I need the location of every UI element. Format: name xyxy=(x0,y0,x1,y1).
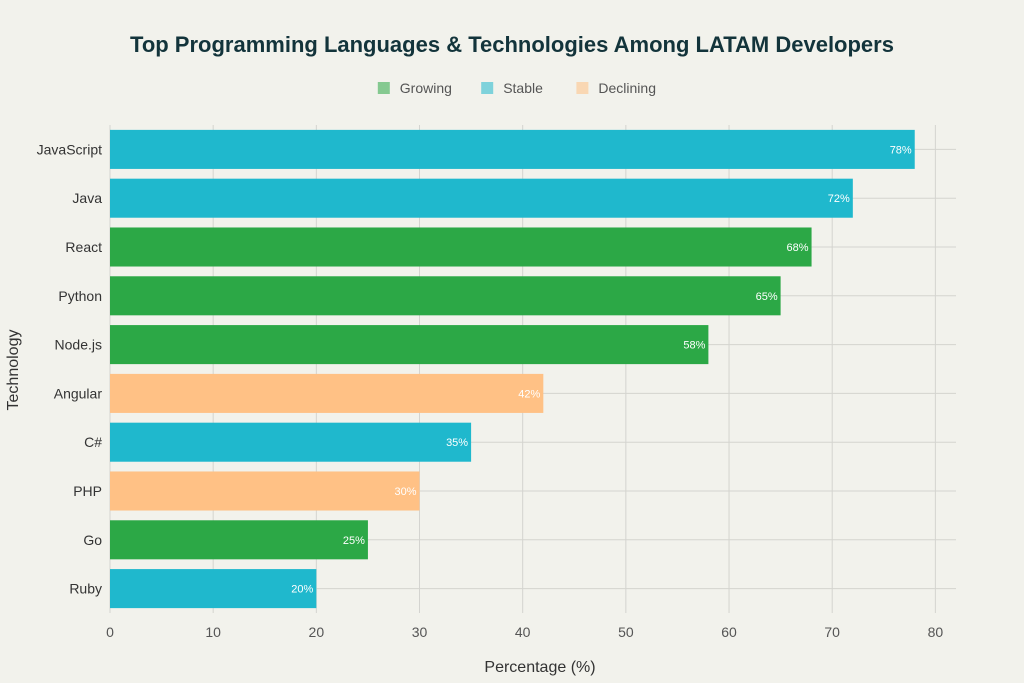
bar-javascript xyxy=(110,129,915,169)
x-tick-label: 80 xyxy=(928,624,944,640)
x-axis-title: Percentage (%) xyxy=(484,659,595,676)
bars-group: 78% 72% 68% 65% 58% 42% 35% 30% 25% 20% xyxy=(110,129,915,609)
y-tick-label: Java xyxy=(72,190,102,206)
legend-label-stable: Stable xyxy=(503,80,543,96)
y-tick-label: Ruby xyxy=(69,581,102,597)
y-tick-label: Angular xyxy=(54,385,103,401)
bar-go xyxy=(110,520,368,560)
x-tick-label: 10 xyxy=(205,624,221,640)
y-tick-label: C# xyxy=(84,434,102,450)
legend-swatch-growing xyxy=(377,82,390,94)
bar-php xyxy=(110,471,420,511)
x-tick-label: 40 xyxy=(515,624,531,640)
x-tick-labels: 0 10 20 30 40 50 60 70 80 xyxy=(106,624,943,640)
y-tick-label: Node.js xyxy=(55,337,102,353)
legend-swatch-declining xyxy=(576,82,589,94)
legend-label-declining: Declining xyxy=(598,80,656,96)
bar-python xyxy=(110,276,781,316)
bar-java xyxy=(110,178,853,218)
bar-react xyxy=(110,227,812,267)
bar-ruby xyxy=(110,569,317,609)
bar-value-label: 42% xyxy=(518,388,540,400)
bar-c- xyxy=(110,422,472,462)
bar-value-label: 72% xyxy=(828,193,850,205)
x-tick-label: 30 xyxy=(412,624,428,640)
bar-angular xyxy=(110,373,544,413)
bar-value-label: 78% xyxy=(890,144,912,156)
y-tick-labels: JavaScript Java React Python Node.js Angular C… xyxy=(37,141,103,596)
chart-legend: Growing Stable Declining xyxy=(377,80,656,96)
y-tick-label: Python xyxy=(58,288,102,304)
y-tick-label: PHP xyxy=(73,483,102,499)
x-tick-label: 50 xyxy=(618,624,634,640)
legend-swatch-stable xyxy=(481,82,494,94)
y-tick-label: Go xyxy=(83,532,102,548)
bar-value-label: 68% xyxy=(787,242,809,254)
chart-title: Top Programming Languages & Technologies… xyxy=(130,32,894,57)
bar-value-label: 20% xyxy=(291,584,313,596)
x-tick-label: 20 xyxy=(309,624,325,640)
y-tick-label: React xyxy=(65,239,102,255)
bar-value-label: 30% xyxy=(394,486,416,498)
y-tick-label: JavaScript xyxy=(37,141,102,157)
x-tick-label: 70 xyxy=(824,624,840,640)
x-tick-label: 60 xyxy=(721,624,737,640)
bar-value-label: 58% xyxy=(683,340,705,352)
bar-value-label: 65% xyxy=(756,291,778,303)
bar-value-label: 35% xyxy=(446,437,468,449)
bar-node-js xyxy=(110,325,709,365)
legend-label-growing: Growing xyxy=(400,80,452,96)
bar-value-label: 25% xyxy=(343,535,365,547)
x-tick-label: 0 xyxy=(106,624,114,640)
y-axis-title: Technology xyxy=(5,330,22,411)
